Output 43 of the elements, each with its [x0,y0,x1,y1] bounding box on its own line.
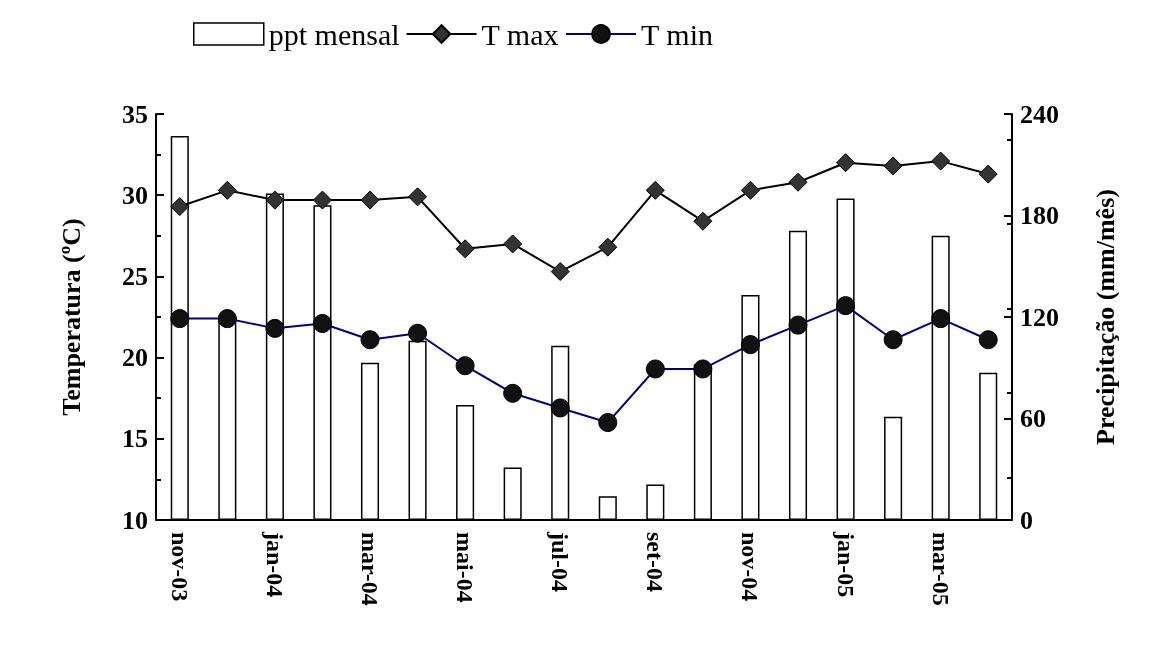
y-axis-title: Temperatura (ºC) [56,218,86,416]
point [455,239,475,259]
x-tick-label: jul-04 [547,531,574,592]
point [978,164,998,184]
x-tick-label: mar-05 [927,532,954,606]
x-tick-label: jan-04 [261,531,288,598]
point [312,190,332,210]
y-tick-label: 15 [122,424,148,454]
point [170,197,190,217]
legend-label: T max [481,17,559,51]
x-tick-label: mai-04 [452,532,479,603]
x-tick-label: jan-05 [832,531,859,598]
point [360,190,380,210]
y2-tick-label: 120 [1020,302,1059,332]
point [836,153,856,173]
y-tick-label: 30 [122,180,148,210]
point [645,180,665,200]
point [217,180,237,200]
y2-tick-label: 180 [1020,201,1059,230]
y2-axis-title: Precipitação (mm/mês) [1090,189,1120,445]
y-tick-label: 35 [122,99,148,129]
point [503,234,523,254]
y-tick-label: 25 [122,261,148,291]
point [408,187,428,207]
point [693,211,713,231]
point [598,237,618,257]
y-tick-label: 20 [122,343,148,373]
y2-tick-label: 240 [1020,99,1059,129]
x-tick-label: mar-04 [357,532,383,606]
point [740,180,760,200]
point [788,172,808,192]
y2-tick-label: 60 [1020,404,1046,433]
y-tick-label: 10 [122,505,148,535]
legend-label: T min [641,17,713,51]
point [883,156,903,176]
x-tick-label: set-04 [642,532,669,592]
x-tick-label: nov-03 [166,532,193,602]
point [550,262,570,282]
x-tick-label: nov-04 [737,532,764,602]
y2-tick-label: 0 [1020,505,1033,535]
point [265,190,285,210]
legend-label: ppt mensal [268,17,400,51]
point [931,151,951,171]
